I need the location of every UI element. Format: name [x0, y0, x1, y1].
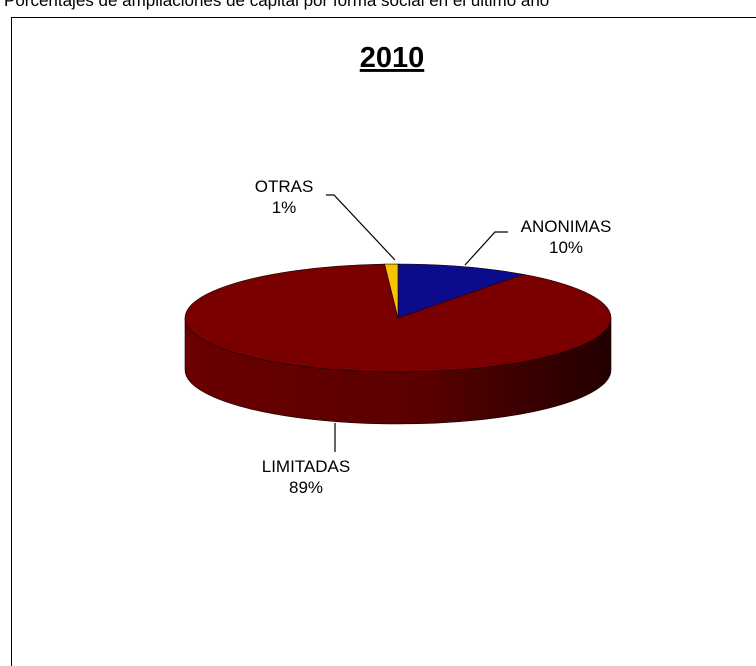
slice-percent-otras: 1%: [272, 198, 297, 217]
pie-slice-anonimas: [397, 263, 525, 319]
slice-label-otras: OTRAS: [255, 177, 314, 196]
leader-line-otras: [326, 194, 396, 261]
slice-label-anonimas: ANONIMAS: [521, 217, 612, 236]
chart-title: 2010: [360, 42, 425, 74]
pie-slice-limitadas: [184, 263, 612, 373]
pie-layer: ANONIMAS 10% LIMITADAS 89% OTRAS 1%: [184, 177, 612, 497]
slice-label-limitadas: LIMITADAS: [262, 457, 350, 476]
pie-slice-otras: [384, 263, 399, 319]
slice-percent-anonimas: 10%: [549, 238, 583, 257]
leader-line-anonimas: [464, 231, 508, 266]
chart-frame: [11, 17, 756, 666]
page-caption: Porcentajes de ampliaciones de capital p…: [4, 0, 550, 10]
slice-percent-limitadas: 89%: [289, 478, 323, 497]
